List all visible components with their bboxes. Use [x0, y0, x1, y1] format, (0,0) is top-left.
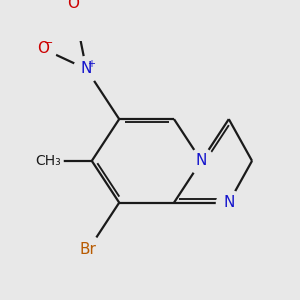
Text: O: O	[37, 41, 49, 56]
Text: N: N	[196, 153, 207, 168]
Text: O: O	[67, 0, 79, 11]
Text: N: N	[223, 195, 235, 210]
Text: CH₃: CH₃	[35, 154, 61, 168]
Text: N: N	[81, 61, 92, 76]
Text: +: +	[87, 59, 95, 69]
Text: −: −	[44, 38, 54, 48]
Text: Br: Br	[80, 242, 97, 257]
